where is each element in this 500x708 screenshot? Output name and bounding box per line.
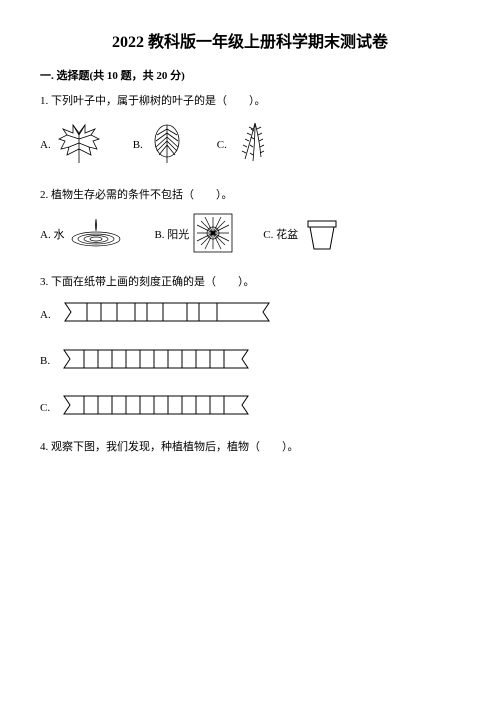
question-1: 1. 下列叶子中，属于柳树的叶子的是（ ）。 A. B. bbox=[40, 93, 460, 173]
q3-text: 3. 下面在纸带上画的刻度正确的是（ ）。 bbox=[40, 274, 460, 292]
sunlight-icon bbox=[193, 213, 233, 260]
section-header: 一. 选择题(共 10 题，共 20 分) bbox=[40, 68, 460, 86]
q2-b-label: B. 阳光 bbox=[154, 227, 189, 245]
willow-branch-icon bbox=[231, 119, 279, 174]
q2-text: 2. 植物生存必需的条件不包括（ ）。 bbox=[40, 187, 460, 205]
q3-c-label: C. bbox=[40, 400, 50, 418]
question-2: 2. 植物生存必需的条件不包括（ ）。 A. 水 B. 阳光 bbox=[40, 187, 460, 259]
q4-text: 4. 观察下图，我们发现，种植植物后，植物（ ）。 bbox=[40, 439, 460, 457]
question-4: 4. 观察下图，我们发现，种植植物后，植物（ ）。 bbox=[40, 439, 460, 457]
q3-a-label: A. bbox=[40, 307, 51, 325]
ruler-c-icon bbox=[56, 392, 256, 425]
q3-option-a: A. bbox=[40, 299, 460, 332]
q1-b-label: B. bbox=[133, 137, 143, 155]
q2-option-b: B. 阳光 bbox=[154, 213, 233, 260]
water-ripple-icon bbox=[68, 215, 124, 258]
q1-option-c: C. bbox=[217, 119, 279, 174]
page-title: 2022 教科版一年级上册科学期末测试卷 bbox=[40, 30, 460, 56]
q1-option-a: A. bbox=[40, 119, 103, 174]
question-3: 3. 下面在纸带上画的刻度正确的是（ ）。 A. bbox=[40, 274, 460, 425]
oval-leaf-icon bbox=[147, 119, 187, 174]
q2-option-c: C. 花盆 bbox=[263, 213, 342, 260]
q3-options: A. bbox=[40, 299, 460, 425]
ruler-b-icon bbox=[56, 346, 256, 379]
q1-a-label: A. bbox=[40, 137, 51, 155]
maple-leaf-icon bbox=[55, 119, 103, 174]
q2-c-label: C. 花盆 bbox=[263, 227, 298, 245]
q2-option-a: A. 水 bbox=[40, 215, 124, 258]
q1-c-label: C. bbox=[217, 137, 227, 155]
q3-option-c: C. bbox=[40, 392, 460, 425]
q1-text: 1. 下列叶子中，属于柳树的叶子的是（ ）。 bbox=[40, 93, 460, 111]
q3-option-b: B. bbox=[40, 346, 460, 379]
q1-option-b: B. bbox=[133, 119, 187, 174]
ruler-a-icon bbox=[57, 299, 277, 332]
q1-options: A. B. bbox=[40, 119, 460, 174]
flowerpot-icon bbox=[302, 213, 342, 260]
q2-options: A. 水 B. 阳光 bbox=[40, 213, 460, 260]
q3-b-label: B. bbox=[40, 353, 50, 371]
q2-a-label: A. 水 bbox=[40, 227, 64, 245]
